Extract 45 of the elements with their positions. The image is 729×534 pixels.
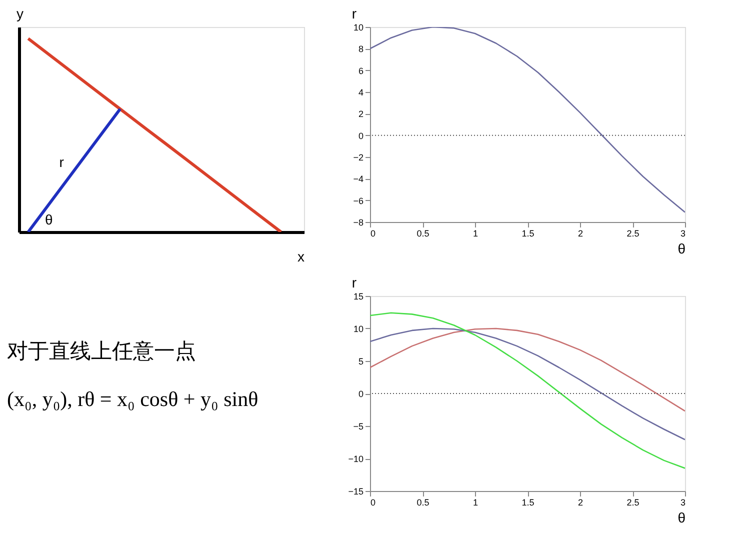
x-tick-label: 3 <box>680 228 686 238</box>
y-tick-label: −15 <box>348 486 364 496</box>
x-tick-label: 3 <box>680 498 686 508</box>
x-tick-label: 0 <box>370 228 376 238</box>
y-tick-label: 15 <box>353 292 364 302</box>
y-axis-title: r <box>352 6 357 22</box>
y-tick-label: −8 <box>353 218 364 228</box>
y-tick-label: −2 <box>353 152 364 162</box>
y-tick-label: 0 <box>358 130 364 141</box>
x-tick-label: 1.5 <box>522 228 534 238</box>
line-series <box>370 328 685 412</box>
annotation: r <box>59 154 64 170</box>
text: 对于直线上任意一点 <box>7 339 196 363</box>
line-series <box>370 328 685 440</box>
y-tick-label: 10 <box>353 324 364 334</box>
text: (x₀, y₀), rθ = x₀ cosθ + y₀ sinθ <box>7 387 258 411</box>
y-tick-label: 10 <box>353 22 364 32</box>
x-tick-label: 1.5 <box>522 498 534 508</box>
x-tick-label: 2.5 <box>626 498 640 508</box>
y-tick-label: −10 <box>348 454 364 464</box>
x-axis-title: θ <box>678 510 686 526</box>
x-axis-title: x <box>298 248 304 264</box>
y-tick-label: −6 <box>353 196 364 206</box>
x-tick-label: 0.5 <box>416 228 430 238</box>
x-tick-label: 2.5 <box>626 228 640 238</box>
y-tick-label: 6 <box>358 66 364 76</box>
x-tick-label: 2 <box>578 228 584 238</box>
y-tick-label: −5 <box>353 422 364 432</box>
x-axis-title: θ <box>678 240 686 256</box>
line-series <box>370 27 685 213</box>
x-tick-label: 0 <box>370 498 376 508</box>
y-tick-label: 5 <box>358 356 364 366</box>
y-axis-title: y <box>16 6 24 22</box>
y-tick-label: 0 <box>358 389 364 399</box>
x-tick-label: 0.5 <box>416 498 430 508</box>
y-tick-label: −4 <box>353 174 364 184</box>
y-tick-label: 8 <box>358 44 364 54</box>
y-axis-title: r <box>352 274 357 290</box>
y-tick-label: 4 <box>358 88 364 98</box>
x-tick-label: 1 <box>472 498 478 508</box>
line-series <box>370 312 685 469</box>
annotation: θ <box>44 211 53 228</box>
x-tick-label: 2 <box>578 498 584 508</box>
y-tick-label: 2 <box>358 109 364 120</box>
x-tick-label: 1 <box>472 228 478 238</box>
